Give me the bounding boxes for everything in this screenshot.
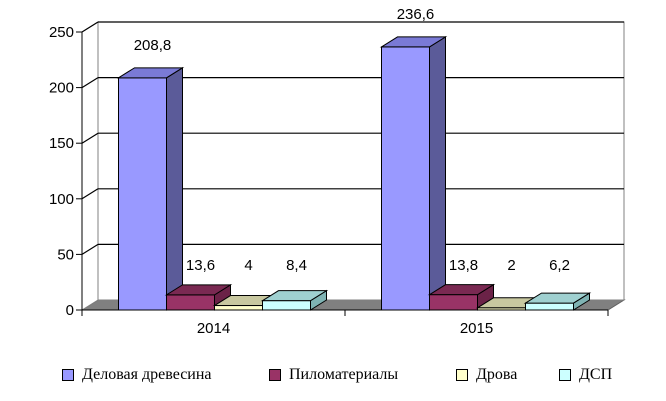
bar-side [166, 66, 183, 311]
bar-side [429, 35, 446, 311]
legend-label: Дрова [476, 366, 518, 383]
bar-front [429, 294, 478, 311]
gridline-side [81, 21, 99, 33]
gridline-side [81, 132, 99, 144]
y-tick-label: 0 [66, 302, 74, 319]
legend-item: Деловая древесина [62, 366, 212, 384]
x-tick-label: 2014 [197, 320, 230, 337]
legend-swatch [559, 369, 571, 381]
legend-label: ДСП [579, 366, 613, 383]
legend-item: Дрова [456, 366, 517, 384]
bar-chart: 0 50 100 150 200 250 2014 2015 208,8 13,6 4 8,4 236… [49, 6, 626, 337]
legend-swatch [269, 369, 281, 381]
legend-swatch [456, 369, 468, 381]
bar-front [214, 305, 263, 311]
bar-top [523, 292, 592, 304]
y-tick-label: 50 [57, 246, 74, 263]
data-label: 4 [244, 257, 252, 274]
gridline-side [81, 77, 99, 89]
y-tick-label: 250 [49, 24, 74, 41]
bar-top [164, 284, 233, 296]
legend-item: Пиломатериалы [269, 366, 398, 384]
bar-front [381, 46, 430, 311]
bar-front [525, 302, 574, 311]
legend-label: Пиломатериалы [289, 366, 399, 383]
gridline-side [81, 243, 99, 255]
bar-top [427, 284, 496, 296]
y-tick-label: 100 [49, 191, 74, 208]
bar-top [379, 36, 448, 48]
x-tick-label: 2015 [460, 320, 493, 337]
legend-swatch [62, 369, 74, 381]
bar-front [166, 294, 215, 311]
gridlines [81, 21, 624, 255]
data-label: 13,8 [449, 257, 478, 274]
data-label: 236,6 [397, 6, 435, 23]
data-label: 13,6 [186, 257, 215, 274]
bar-front [118, 77, 167, 311]
gridline-side [81, 188, 99, 200]
data-label: 208,8 [134, 37, 172, 54]
bar-front [262, 300, 311, 311]
legend-item: ДСП [559, 366, 612, 384]
side-wall [81, 21, 99, 311]
data-label: 8,4 [286, 257, 307, 274]
y-tick-label: 200 [49, 80, 74, 97]
legend: Деловая древесина Пиломатериалы Дрова ДСП [0, 366, 666, 394]
data-labels: 208,8 13,6 4 8,4 236,6 13,8 2 6,2 [134, 6, 570, 274]
data-label: 6,2 [549, 257, 570, 274]
y-tick-label: 150 [49, 135, 74, 152]
axes: 0 50 100 150 200 250 2014 2015 [49, 24, 609, 337]
bar-top [116, 67, 185, 79]
bars [116, 35, 592, 311]
bar-top [260, 290, 329, 302]
data-label: 2 [507, 257, 515, 274]
legend-label: Деловая древесина [82, 366, 212, 383]
